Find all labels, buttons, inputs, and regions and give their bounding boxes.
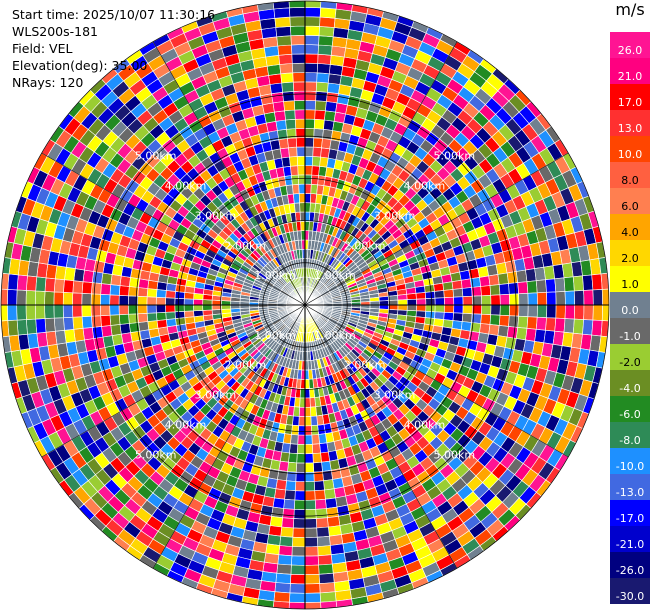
colorbar-swatch — [610, 240, 650, 267]
colorbar-swatch — [610, 396, 650, 423]
colorbar-tick: 1.0 — [621, 278, 639, 291]
range-label-4km: 4.00km — [404, 180, 446, 193]
range-label-4km: 4.00km — [165, 418, 207, 431]
range-label-2km: 2.00km — [225, 359, 267, 372]
colorbar-swatch — [610, 448, 650, 475]
field-name: Field: VEL — [12, 41, 73, 56]
azimuth-spoke-60 — [304, 152, 569, 306]
range-label-4km: 4.00km — [165, 180, 207, 193]
colorbar-tick: -4.0 — [619, 382, 640, 395]
range-label-1km: 1.00km — [254, 329, 296, 342]
azimuth-spoke-300 — [41, 152, 306, 306]
range-label-2km: 2.00km — [344, 359, 386, 372]
range-label-2km: 2.00km — [344, 239, 386, 252]
range-label-3km: 3.00km — [195, 209, 237, 222]
range-label-5km: 5.00km — [434, 150, 476, 163]
colorbar-tick: -30.0 — [616, 590, 644, 603]
colorbar-tick: 8.0 — [621, 174, 639, 187]
range-label-5km: 5.00km — [135, 150, 177, 163]
colorbar-tick: -17.0 — [616, 512, 644, 525]
colorbar-swatch — [610, 266, 650, 293]
azimuth-spokes — [1, 1, 609, 609]
range-label-3km: 3.00km — [374, 209, 416, 222]
colorbar-swatch — [610, 370, 650, 397]
range-labels: 1.00km 1.00km 1.00km 1.00km 2.00km 2.00km 2.00… — [135, 150, 475, 462]
colorbar-tick: 13.0 — [618, 122, 643, 135]
colorbar-tick: -1.0 — [619, 330, 640, 343]
colorbar-tick: -13.0 — [616, 486, 644, 499]
colorbar-swatch — [610, 318, 650, 345]
colorbar-tick: 26.0 — [618, 44, 643, 57]
colorbar-swatch — [610, 526, 650, 553]
colorbar-swatch — [610, 578, 650, 604]
colorbar-swatch — [610, 552, 650, 579]
ppi-plot: 1.00km 1.00km 1.00km 1.00km 2.00km 2.00km 2.00… — [0, 0, 610, 610]
azimuth-spoke-240 — [41, 304, 306, 458]
colorbar-swatch — [610, 32, 650, 59]
range-label-1km: 1.00km — [314, 269, 356, 282]
colorbar-tick: 6.0 — [621, 200, 639, 213]
range-label-1km: 1.00km — [314, 329, 356, 342]
nrays: NRays: 120 — [12, 75, 84, 90]
colorbar-tick: 10.0 — [618, 148, 643, 161]
range-label-1km: 1.00km — [254, 269, 296, 282]
colorbar-swatch — [610, 422, 650, 449]
start-time: Start time: 2025/10/07 11:30:16 — [12, 7, 216, 22]
colorbar-swatch — [610, 188, 650, 215]
azimuth-spoke-30 — [304, 41, 458, 306]
scan-info: Start time: 2025/10/07 11:30:16 WLS200s-… — [12, 6, 215, 91]
colorbar-swatch — [610, 500, 650, 527]
colorbar-tick: -10.0 — [616, 460, 644, 473]
azimuth-spoke-120 — [304, 304, 569, 458]
colorbar-swatch — [610, 474, 650, 501]
colorbar-swatch — [610, 136, 650, 163]
azimuth-spoke-330 — [152, 41, 306, 306]
colorbar-swatch — [610, 292, 650, 319]
elevation: Elevation(deg): 35.00 — [12, 58, 148, 73]
colorbar-tick: 17.0 — [618, 96, 643, 109]
colorbar-swatch — [610, 162, 650, 189]
range-label-3km: 3.00km — [195, 389, 237, 402]
colorbar-tick: 4.0 — [621, 226, 639, 239]
range-label-3km: 3.00km — [374, 389, 416, 402]
colorbar-tick: -2.0 — [619, 356, 640, 369]
range-label-4km: 4.00km — [404, 418, 446, 431]
instrument-name: WLS200s-181 — [12, 24, 98, 39]
colorbar-swatch — [610, 110, 650, 137]
range-label-2km: 2.00km — [225, 239, 267, 252]
azimuth-spoke-150 — [304, 304, 458, 569]
colorbar-tick: -21.0 — [616, 538, 644, 551]
colorbar-unit: m/s — [615, 0, 645, 19]
colorbar-swatch — [610, 344, 650, 371]
range-label-5km: 5.00km — [135, 448, 177, 461]
colorbar-swatch — [610, 84, 650, 111]
colorbar-tick: -26.0 — [616, 564, 644, 577]
colorbar-tick: -8.0 — [619, 434, 640, 447]
colorbar-swatch — [610, 58, 650, 85]
azimuth-spoke-210 — [152, 304, 306, 569]
colorbar-swatch — [610, 214, 650, 241]
colorbar-tick: -6.0 — [619, 408, 640, 421]
range-label-5km: 5.00km — [434, 448, 476, 461]
colorbar: 26.0 21.0 17.0 13.0 10.0 8.0 6.0 4.0 2.0 1.0 0.0 -1… — [610, 32, 650, 604]
colorbar-tick: 0.0 — [621, 304, 639, 317]
colorbar-tick: 2.0 — [621, 252, 639, 265]
velocity-gates — [0, 0, 610, 610]
colorbar-tick: 21.0 — [618, 70, 643, 83]
